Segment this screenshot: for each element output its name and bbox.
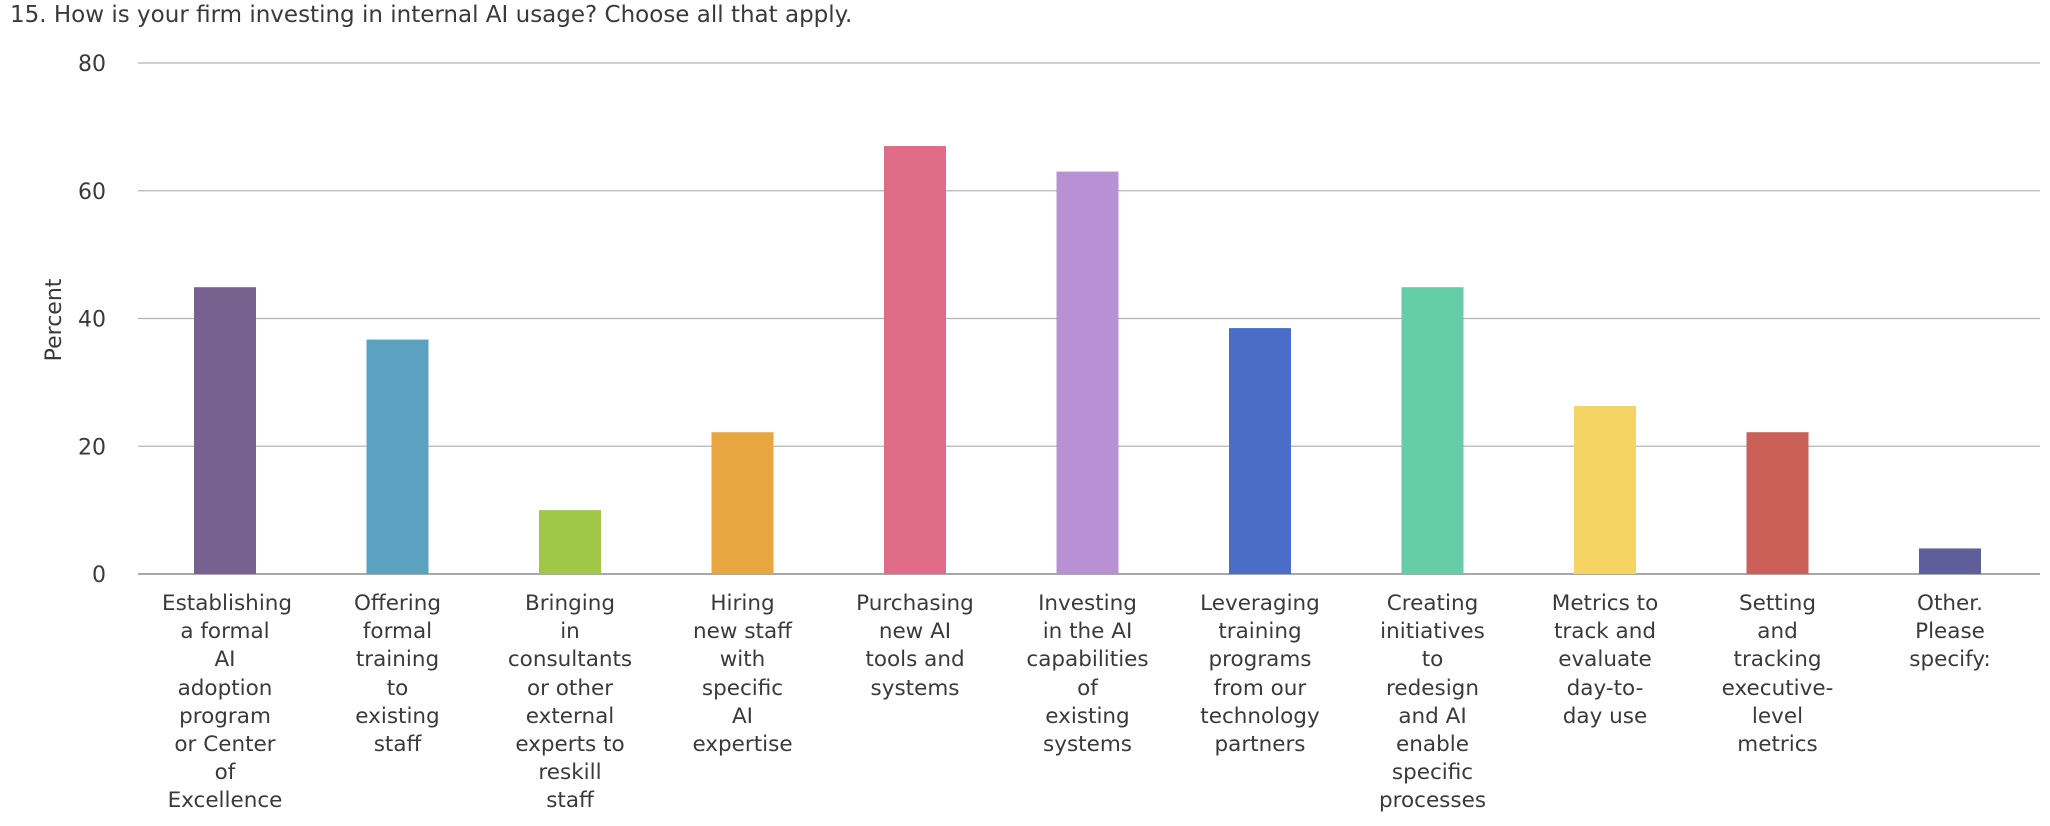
x-tick-label-line: metrics [1737,732,1818,758]
x-tick-label-line: training [1218,619,1302,645]
x-tick-label-line: tracking [1733,647,1822,673]
x-tick-label-line: Investing [1038,591,1137,616]
bars [194,146,1981,574]
x-tick-label-line: to [386,675,409,701]
y-tick-label: 0 [92,563,106,588]
x-tick-label-line: external [525,703,615,729]
bar-11 [1919,548,1981,574]
x-tick-label-line: initiatives [1380,619,1485,645]
x-tick-label-line: formal [362,619,433,645]
x-tick-label-line: Please [1915,619,1985,645]
x-tick-label-line: or other [526,675,614,701]
bar-3 [539,510,601,574]
x-tick-label-line: Setting [1739,591,1816,616]
bar-4 [711,432,774,574]
x-tick-label-line: or Center [174,732,276,758]
x-tick-label-line: Metrics to [1551,591,1659,616]
x-tick-label-line: level [1751,703,1804,729]
x-tick-label-2: Offering formal training to existing staff [335,590,461,759]
x-tick-label-line: from our [1213,675,1307,701]
x-tick-label-3: Bringing in consultants or other external exp… [507,590,633,816]
x-tick-label-line: Creating [1386,591,1479,616]
x-tick-label-line: Bringing [524,591,616,616]
x-tick-label-line: capabilities [1026,647,1149,673]
x-tick-label-line: existing [355,703,440,729]
bar-8 [1401,287,1464,574]
x-tick-label-line: consultants [507,647,633,673]
x-tick-label-9: Metrics to track and evaluate day-to-day us… [1542,590,1668,731]
x-tick-label-line: Hiring [710,591,775,616]
x-tick-label-line: technology [1200,703,1320,729]
x-tick-label-line: with [719,647,766,673]
x-tick-label-line: redesign [1386,675,1479,701]
chart-title: 15. How is your firm investing in intern… [10,2,853,28]
x-tick-label-line: systems [1043,732,1132,758]
x-tick-label-line: day-to- [1566,675,1644,701]
x-tick-label-line: Other. [1917,591,1983,616]
bar-10 [1746,432,1809,574]
x-tick-label-line: of [214,760,236,786]
y-axis-label: Percent [42,278,67,361]
x-tick-label-line: AI [214,647,236,673]
x-tick-label-line: to [1421,647,1444,673]
x-tick-label-line: programs [1208,647,1312,673]
x-tick-label-line: in [560,619,580,645]
x-tick-label-line: tools and [865,647,965,673]
x-tick-label-line: and AI [1398,703,1467,729]
x-tick-label-line: AI [731,703,754,729]
x-tick-label-line: Excellence [167,788,283,814]
x-tick-label-line: experts to [515,732,625,758]
y-tick-label: 80 [78,52,106,77]
x-tick-label-line: in the AI [1042,619,1133,645]
x-tick-label-line: and [1757,619,1798,645]
x-tick-label-11: Other. Please specify: [1887,590,2013,675]
x-tick-label-10: Setting and tracking executive-level metrics [1715,590,1841,759]
y-tick-label: 60 [78,180,106,205]
x-tick-label-line: staff [546,788,594,814]
x-tick-label-line: staff [373,732,422,758]
bar-6 [1056,171,1119,574]
x-tick-label-line: specific [1391,760,1474,786]
x-tick-label-line: program [179,703,271,729]
x-tick-label-line: systems [870,675,960,701]
y-tick-label: 40 [78,308,106,333]
x-tick-label-line: processes [1378,788,1487,814]
x-tick-label-line: track and [1554,619,1656,645]
bar-9 [1574,406,1636,574]
x-tick-label-line: day use [1562,703,1648,729]
x-tick-label-line: new AI [878,619,952,645]
x-tick-label-line: Offering [353,591,442,616]
x-tick-label-line: enable [1396,732,1469,758]
x-tick-label-line: executive- [1721,675,1834,701]
x-tick-label-4: Hiring new staff with specific AI expertise [680,590,806,759]
x-tick-label-line: of [1077,675,1098,701]
x-tick-label-line: Leveraging [1200,591,1320,616]
x-tick-label-line: partners [1214,732,1306,758]
x-tick-label-5: Purchasing new AI tools and systems [852,590,978,703]
x-tick-label-8: Creating initiatives to redesign and AI enabl… [1370,590,1496,816]
x-tick-label-line: expertise [692,732,793,758]
y-tick-label: 20 [78,435,106,460]
x-tick-label-line: specify: [1909,647,1991,673]
x-tick-label-6: Investing in the AI capabilities of existing… [1025,590,1151,759]
x-tick-label-line: adoption [177,675,273,701]
x-tick-label-line: reskill [538,760,602,786]
x-tick-label-line: existing [1045,703,1130,729]
x-tick-label-line: training [355,647,440,673]
x-tick-label-line: evaluate [1558,647,1652,673]
bar-7 [1229,328,1291,574]
bar-2 [366,339,429,574]
bar-1 [194,287,256,574]
bar-5 [884,146,946,574]
x-tick-label-7: Leveraging training programs from our techno… [1197,590,1323,759]
x-tick-label-line: Establishing [162,591,293,616]
y-axis-ticks: 0 20 40 60 80 [78,52,106,588]
x-tick-label-line: new staff [693,619,792,645]
x-tick-label-line: a formal [180,619,270,645]
x-tick-label-line: Purchasing [856,591,974,616]
x-tick-label-1: Establishing a formal AI adoption program or … [162,590,293,816]
x-tick-label-line: specific [701,675,784,701]
